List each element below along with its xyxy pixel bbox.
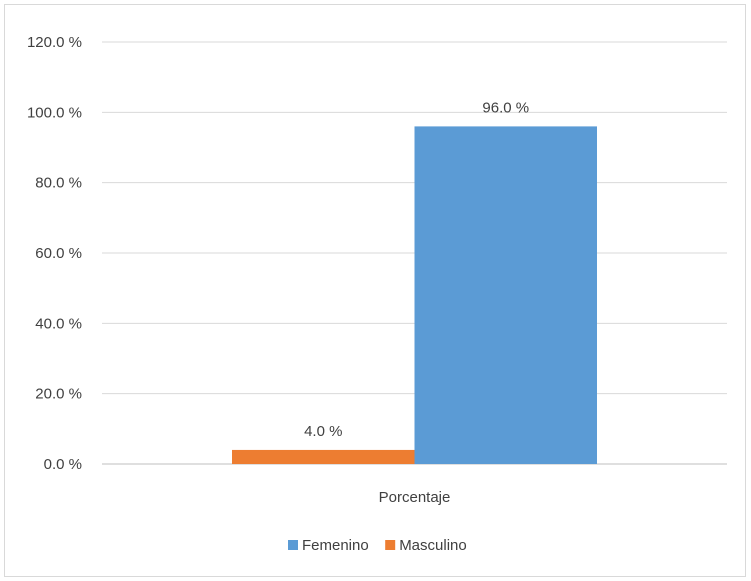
chart-frame	[4, 4, 746, 577]
legend-label-masculino: Masculino	[399, 537, 467, 554]
x-axis-categories: Porcentaje	[379, 489, 451, 506]
y-tick-label: 80.0 %	[35, 175, 82, 192]
y-tick-label: 20.0 %	[35, 386, 82, 403]
data-label-femenino: 96.0 %	[482, 99, 529, 116]
data-label-masculino: 4.0 %	[304, 423, 342, 440]
y-tick-label: 60.0 %	[35, 245, 82, 262]
x-category-label: Porcentaje	[379, 489, 451, 506]
data-labels: 4.0 % 96.0 %	[304, 99, 529, 440]
y-tick-label: 120.0 %	[27, 34, 82, 51]
legend-swatch-masculino	[385, 540, 396, 550]
bars	[232, 126, 597, 465]
y-tick-label: 0.0 %	[44, 456, 82, 473]
y-axis-ticks: 0.0 % 20.0 % 40.0 % 60.0 % 80.0 % 100.0 % 120.…	[27, 34, 82, 473]
legend: Femenino Masculino	[288, 537, 467, 554]
bar-masculino	[232, 449, 415, 464]
y-tick-label: 40.0 %	[35, 315, 82, 332]
legend-label-femenino: Femenino	[302, 537, 369, 554]
legend-swatch-femenino	[288, 540, 298, 550]
bar-femenino	[414, 126, 597, 465]
y-tick-label: 100.0 %	[27, 104, 82, 121]
